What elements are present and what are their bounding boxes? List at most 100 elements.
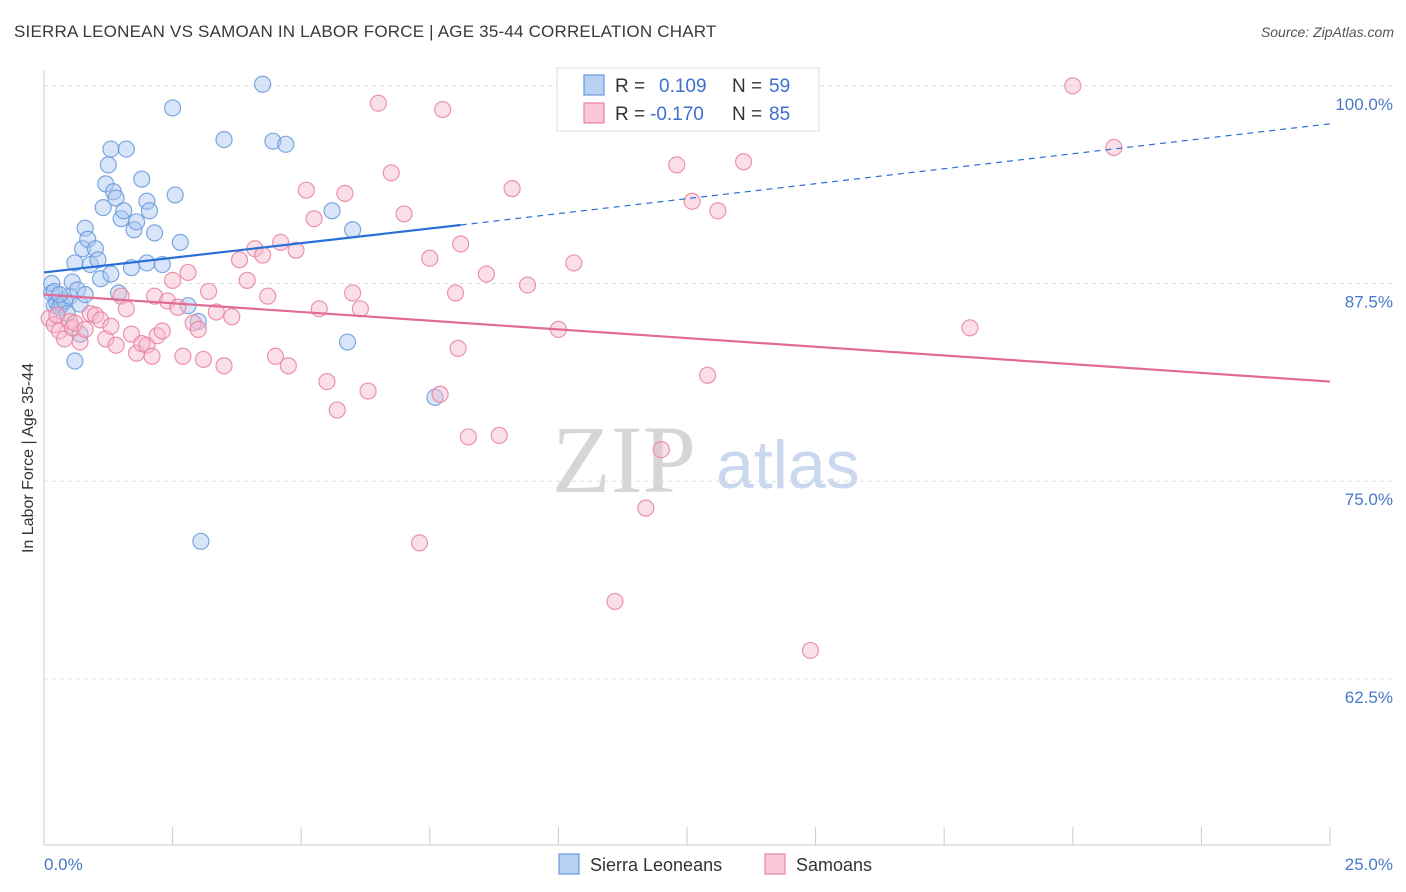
samoan-point-69 — [503, 180, 521, 198]
watermark: ZIP atlas — [552, 406, 860, 513]
bottom-legend-swatch-sierra — [558, 853, 580, 875]
samoan-point-13 — [97, 330, 115, 348]
samoan-point-44 — [272, 233, 290, 251]
samoan-point-82 — [961, 319, 979, 337]
bottom-legend: Sierra Leoneans Samoans — [558, 853, 872, 875]
samoan-point-15 — [107, 336, 125, 354]
samoan-point-14 — [102, 317, 120, 335]
sierra-point-37 — [164, 99, 182, 117]
samoan-point-26 — [158, 292, 177, 310]
sierra-point-55 — [76, 285, 94, 304]
bottom-legend-label-sierra: Sierra Leoneans — [590, 855, 722, 875]
y-tick-label-1: 87.5% — [1345, 293, 1393, 312]
samoan-point-12 — [91, 311, 110, 329]
sierra-point-57 — [138, 254, 156, 272]
sierra-point-22 — [102, 140, 120, 158]
sierra-point-12 — [73, 240, 92, 258]
samoan-point-78 — [698, 366, 717, 384]
samoan-point-37 — [223, 308, 241, 326]
sierra-point-34 — [140, 202, 159, 220]
samoan-point-79 — [709, 202, 727, 220]
samoan-point-54 — [351, 300, 369, 318]
sierra-trend-extension — [460, 123, 1331, 226]
legend-r-label-1: R = — [615, 76, 645, 97]
samoan-point-11 — [86, 306, 105, 324]
watermark-zip: ZIP — [552, 406, 696, 513]
legend-n-label-1: N = — [732, 76, 762, 97]
sierra-point-46 — [323, 202, 341, 220]
samoan-point-9 — [76, 320, 94, 338]
samoan-point-64 — [449, 339, 467, 357]
samoan-point-68 — [490, 426, 508, 444]
y-tick-labels: 100.0% 87.5% 75.0% 62.5% — [1335, 95, 1393, 707]
samoan-point-28 — [169, 298, 187, 316]
x-tick-labels: 0.0% 25.0% — [44, 855, 1393, 874]
x-tick-label-right: 25.0% — [1345, 855, 1393, 874]
samoan-point-72 — [565, 254, 583, 272]
samoan-point-46 — [287, 241, 305, 259]
samoan-point-7 — [66, 314, 84, 332]
samoan-point-74 — [637, 499, 655, 517]
sierra-point-25 — [109, 284, 128, 302]
samoan-point-39 — [238, 271, 256, 289]
samoan-point-61 — [431, 385, 449, 403]
sierra-point-31 — [127, 213, 146, 231]
legend-r-label-2: R = — [615, 104, 645, 125]
y-tick-label-3: 62.5% — [1345, 688, 1393, 707]
sierra-point-47 — [344, 221, 362, 239]
samoan-point-59 — [410, 534, 429, 552]
sierra-trend-line — [43, 223, 461, 274]
samoan-point-65 — [452, 235, 470, 253]
samoan-point-53 — [344, 284, 362, 302]
sierra-point-42 — [215, 130, 233, 149]
bottom-legend-swatch-samoan — [764, 853, 786, 875]
samoan-point-17 — [117, 300, 135, 318]
samoan-point-38 — [230, 251, 249, 269]
sierra-point-35 — [145, 224, 164, 242]
legend-n-value-1: 59 — [769, 76, 790, 97]
sierra-point-24 — [107, 189, 125, 207]
samoan-point-75 — [652, 440, 670, 459]
legend-n-label-2: N = — [732, 104, 762, 125]
sierra-point-49 — [426, 388, 444, 406]
samoan-point-34 — [200, 282, 218, 301]
samoan-point-24 — [148, 327, 166, 345]
legend-n-value-2: 85 — [769, 104, 790, 125]
samoan-point-57 — [382, 164, 400, 182]
samoan-point-8 — [71, 333, 89, 351]
x-tick-label-left: 0.0% — [44, 855, 83, 874]
bottom-legend-label-samoan: Samoans — [796, 855, 872, 875]
sierra-point-38 — [166, 186, 184, 204]
sierra-point-43 — [254, 75, 272, 93]
samoan-point-62 — [434, 100, 452, 119]
samoan-point-35 — [207, 303, 225, 321]
samoan-point-23 — [145, 287, 164, 305]
sierra-point-41 — [192, 532, 210, 550]
legend-swatch-sierra — [583, 74, 605, 96]
samoan-point-67 — [477, 265, 495, 283]
samoan-point-63 — [446, 284, 465, 302]
sierra-point-19 — [94, 199, 112, 217]
samoan-point-42 — [259, 287, 277, 305]
samoan-point-70 — [518, 276, 537, 294]
sierra-point-28 — [117, 140, 135, 158]
samoan-point-50 — [318, 372, 336, 391]
samoan-point-29 — [174, 347, 192, 365]
trend-lines — [43, 123, 1331, 383]
legend-r-value-2: -0.170 — [650, 104, 704, 125]
sierra-point-27 — [115, 202, 133, 220]
sierra-point-17 — [89, 251, 107, 269]
samoan-point-45 — [279, 357, 297, 375]
legend-swatch-samoan — [583, 102, 605, 124]
samoan-point-32 — [189, 320, 207, 338]
samoan-point-77 — [683, 192, 701, 210]
samoan-point-41 — [254, 246, 272, 264]
y-tick-label-2: 75.0% — [1345, 490, 1393, 509]
sierra-point-56 — [102, 265, 120, 283]
data-points — [40, 75, 1123, 660]
sierra-point-45 — [277, 135, 295, 153]
sierra-point-53 — [66, 352, 84, 370]
axes — [43, 70, 1331, 846]
chart-title: SIERRA LEONEAN VS SAMOAN IN LABOR FORCE … — [14, 22, 717, 41]
